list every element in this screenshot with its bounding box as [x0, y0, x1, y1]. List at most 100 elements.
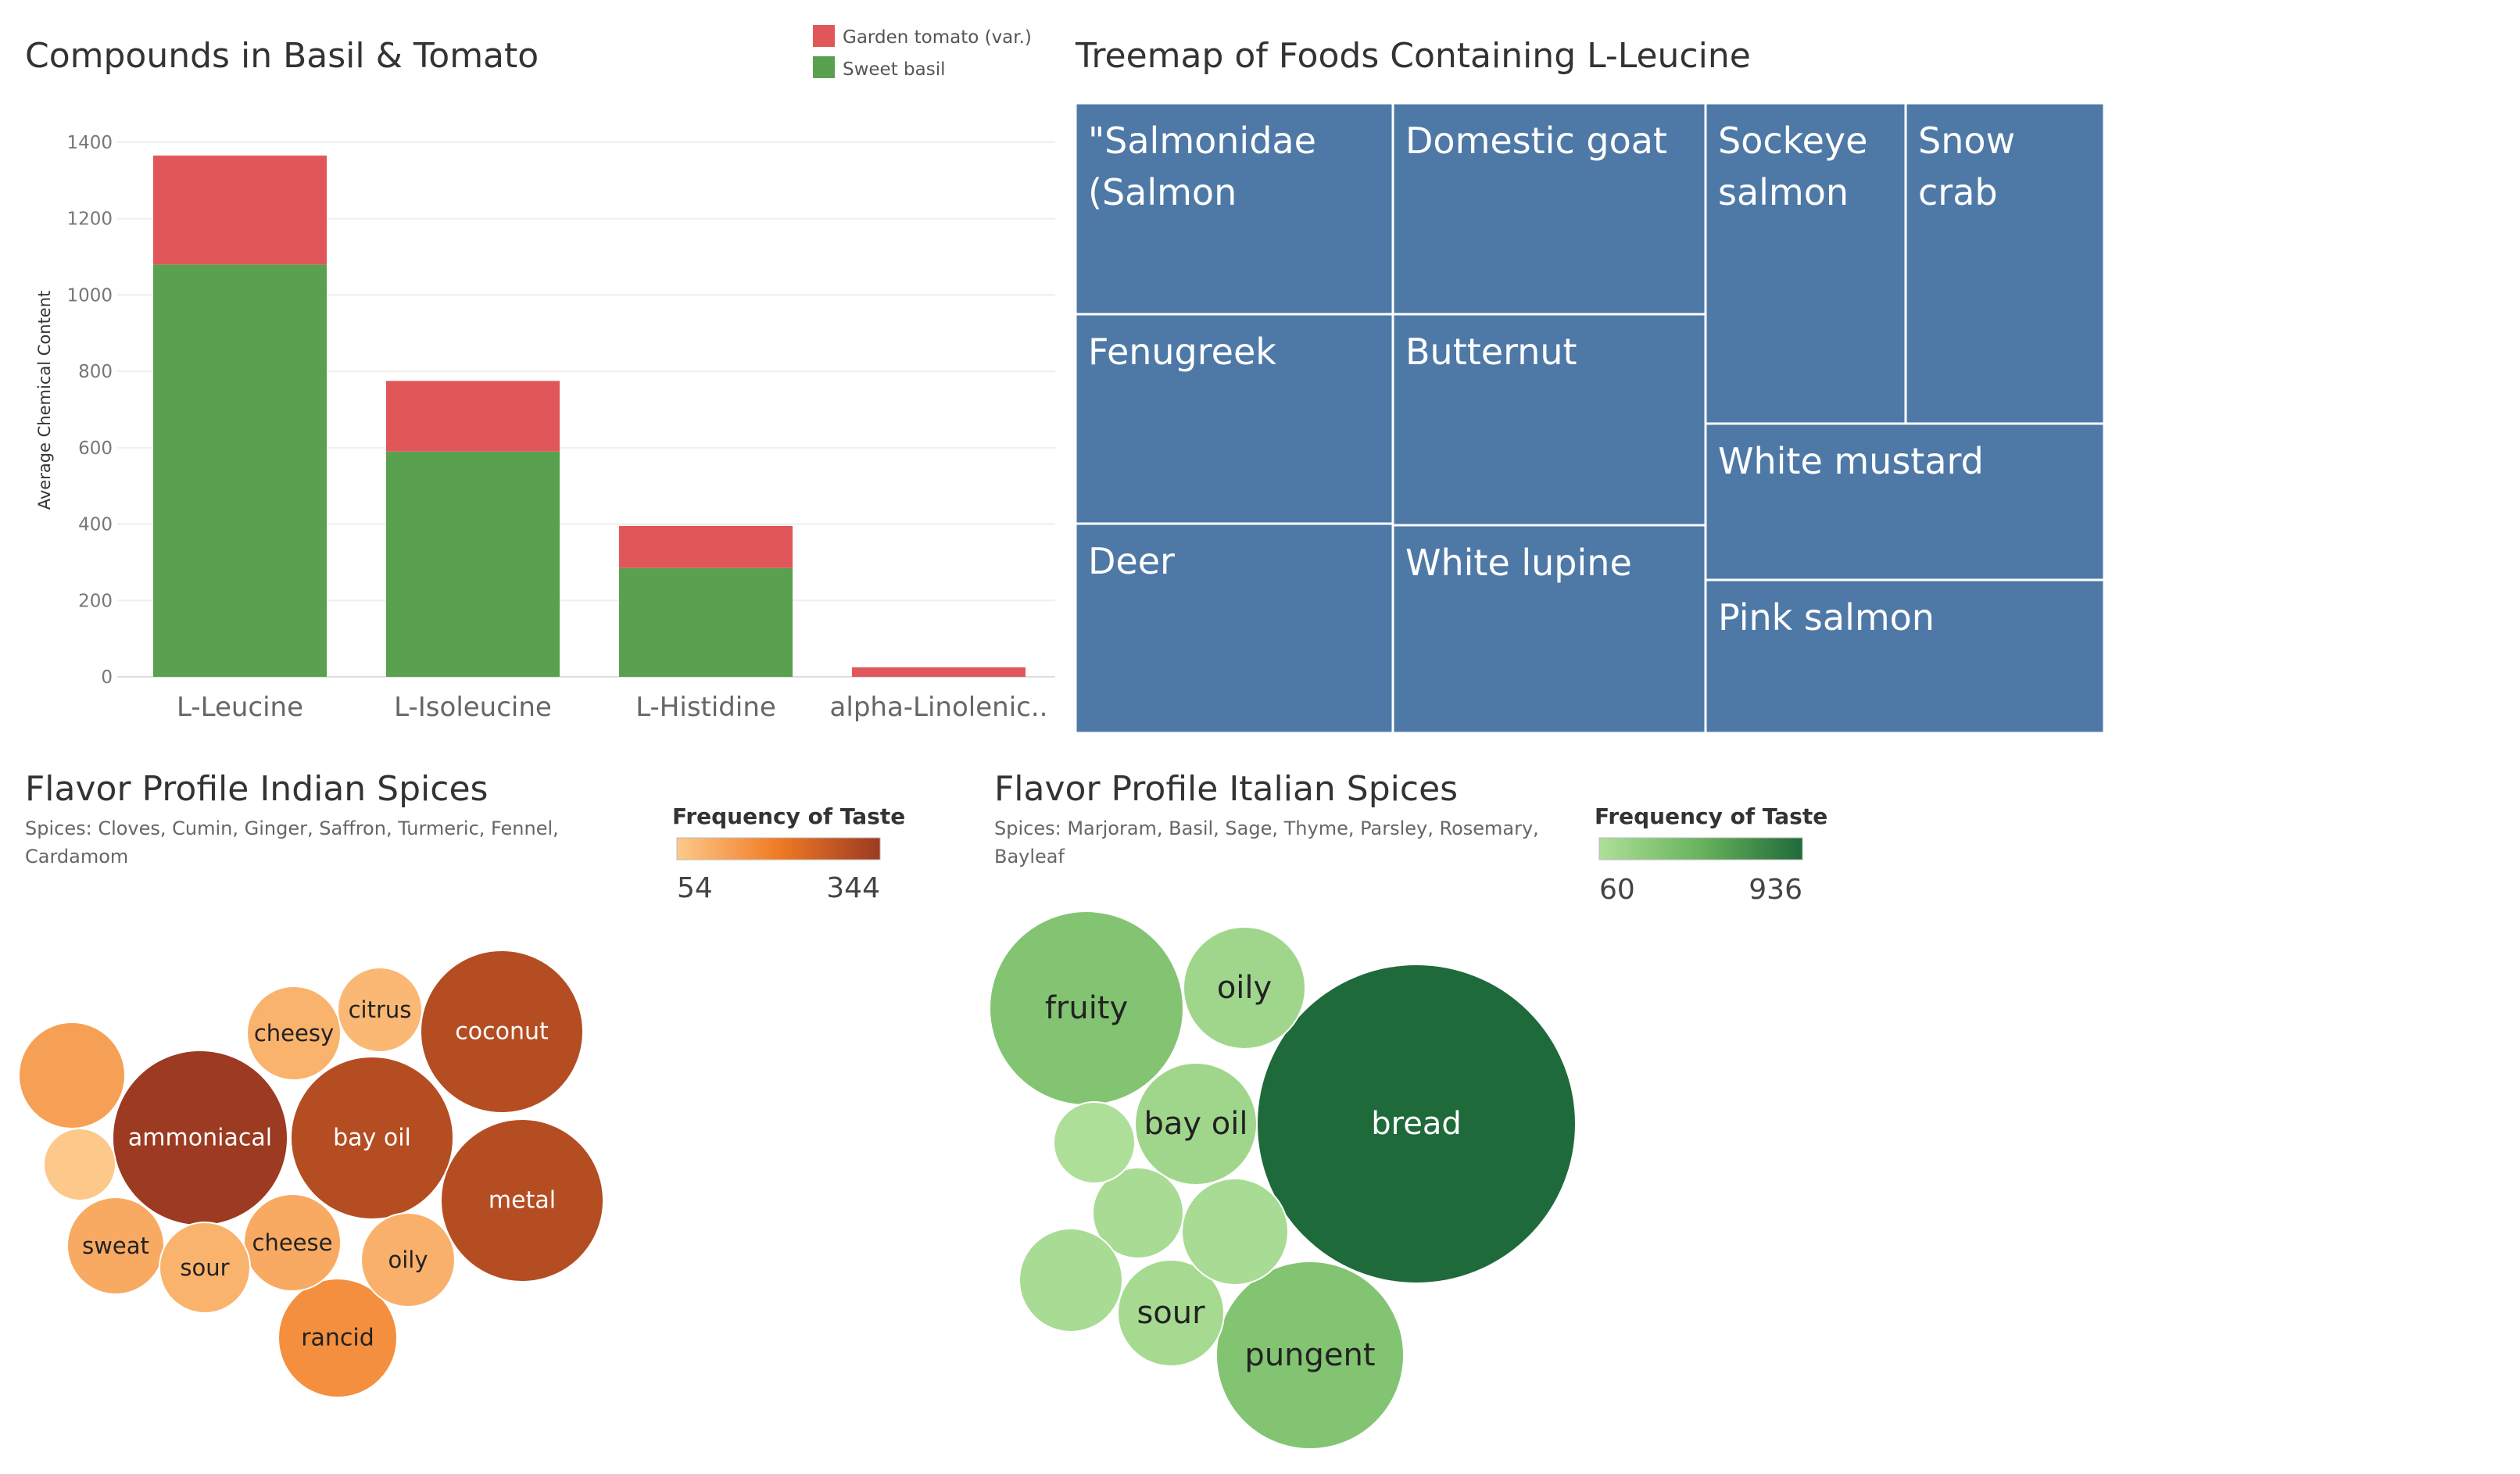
bubble-fruity[interactable]: fruity: [989, 911, 1184, 1106]
bubble-oily[interactable]: oily: [360, 1212, 456, 1308]
bubble-unlabeled[interactable]: [1018, 1228, 1123, 1333]
bubble-pungent[interactable]: pungent: [1215, 1261, 1405, 1450]
bubble-bay-oil[interactable]: bay oil: [1134, 1062, 1258, 1186]
bar-chart-legend: Garden tomato (var.) Sweet basil: [813, 25, 1032, 80]
y-tick-label: 1400: [66, 133, 113, 153]
bubble-unlabeled[interactable]: [18, 1021, 126, 1129]
legend-swatch-tomato: [813, 25, 835, 47]
treemap-panel: Treemap of Foods Containing L-Leucine "S…: [1074, 36, 2106, 735]
bar-alpha-linolenic-garden-tomato-var[interactable]: [852, 667, 1026, 677]
bubble-label: bay oil: [1144, 1106, 1248, 1142]
bar-l-isoleucine-sweet-basil[interactable]: [386, 451, 560, 677]
bubble-citrus[interactable]: citrus: [337, 967, 423, 1053]
treemap-cell-pink-salmon[interactable]: Pink salmon: [1704, 578, 2106, 735]
bubble-bay-oil[interactable]: bay oil: [290, 1056, 454, 1220]
bubble-circle[interactable]: [43, 1128, 116, 1201]
y-tick-label: 200: [78, 591, 113, 611]
x-category-label: alpha-Linolenic..: [830, 692, 1048, 723]
treemap-title: Treemap of Foods Containing L-Leucine: [1075, 36, 1751, 76]
treemap-cell-snow-crab[interactable]: Snow crab: [1904, 102, 2106, 425]
treemap-cell-label: White lupine: [1405, 542, 1632, 584]
bar-l-leucine-garden-tomato-var[interactable]: [153, 156, 327, 265]
bubble-circle[interactable]: [420, 950, 584, 1114]
treemap-cell-label: Fenugreek: [1088, 331, 1276, 373]
indian-bubbles: coconut ammoniacal metal bay oil rancid chees…: [18, 950, 604, 1398]
treemap-cell-rect[interactable]: [1704, 578, 2106, 735]
bubble-circle[interactable]: [1117, 1259, 1225, 1367]
treemap-cell-salmonidae-salmon[interactable]: "Salmonidae (Salmon: [1074, 102, 1394, 316]
bubble-unlabeled[interactable]: [1181, 1178, 1289, 1286]
bubble-circle[interactable]: [1092, 1167, 1184, 1259]
bubble-sour[interactable]: sour: [1117, 1259, 1225, 1367]
legend-swatch-basil: [813, 56, 835, 78]
treemap-cell-white-mustard[interactable]: White mustard: [1704, 422, 2106, 581]
bubble-circle[interactable]: [243, 1193, 342, 1292]
bubble-circle[interactable]: [1181, 1178, 1289, 1286]
italian-spices-panel: Flavor Profile Italian Spices Spices: Ma…: [989, 769, 1827, 1450]
bubble-bread[interactable]: bread: [1256, 964, 1577, 1284]
bubble-unlabeled[interactable]: [1092, 1167, 1184, 1259]
bubble-circle[interactable]: [290, 1056, 454, 1220]
treemap-cell-label: Domestic goat: [1405, 120, 1667, 162]
x-category-label: L-Leucine: [177, 692, 303, 723]
treemap-cell-white-lupine[interactable]: White lupine: [1391, 524, 1707, 735]
treemap-cell-sockeye-salmon[interactable]: Sockeye salmon: [1704, 102, 1907, 425]
treemap-cell-rect[interactable]: [1904, 102, 2106, 425]
bubble-circle[interactable]: [277, 1278, 398, 1398]
bar-l-isoleucine-garden-tomato-var[interactable]: [386, 381, 560, 452]
bubble-circle[interactable]: [18, 1021, 126, 1129]
bubble-oily[interactable]: oily: [1183, 926, 1306, 1050]
bubble-label: ammoniacal: [128, 1125, 272, 1152]
bubble-cheesy[interactable]: cheesy: [246, 986, 342, 1081]
bubble-circle[interactable]: [1183, 926, 1306, 1050]
italian-color-max: 936: [1749, 874, 1802, 906]
bar-chart-title: Compounds in Basil & Tomato: [25, 36, 539, 76]
indian-subtitle-line-2: Cardamom: [25, 846, 128, 868]
bubble-circle[interactable]: [440, 1118, 604, 1283]
treemap-cell-rect[interactable]: [1704, 422, 2106, 581]
bubble-circle[interactable]: [1215, 1261, 1405, 1450]
bar-l-histidine-garden-tomato-var[interactable]: [619, 526, 793, 568]
indian-color-ramp: [676, 837, 881, 860]
bubble-circle[interactable]: [337, 967, 423, 1053]
italian-subtitle-line-1: Spices: Marjoram, Basil, Sage, Thyme, Pa…: [994, 817, 1539, 839]
treemap-cell-rect[interactable]: [1074, 522, 1394, 735]
bubble-label: bay oil: [333, 1125, 411, 1152]
indian-color-max: 344: [826, 872, 880, 904]
treemap-cell-butternut[interactable]: Butternut: [1391, 313, 1707, 527]
bubble-circle[interactable]: [159, 1222, 251, 1314]
bubble-sour[interactable]: sour: [159, 1222, 251, 1314]
bubble-rancid[interactable]: rancid: [277, 1278, 398, 1398]
bubble-metal[interactable]: metal: [440, 1118, 604, 1283]
bubble-unlabeled[interactable]: [1053, 1101, 1136, 1184]
bubble-circle[interactable]: [66, 1197, 165, 1295]
bar-l-histidine-sweet-basil[interactable]: [619, 567, 793, 677]
legend-label-tomato: Garden tomato (var.): [843, 27, 1032, 48]
italian-color-legend: Frequency of Taste 60 936: [1595, 803, 1827, 906]
bubble-coconut[interactable]: coconut: [420, 950, 584, 1114]
treemap-cell-label: "Salmonidae: [1088, 120, 1316, 162]
bubble-cheese[interactable]: cheese: [243, 1193, 342, 1292]
treemap-cell-fenugreek[interactable]: Fenugreek: [1074, 313, 1394, 525]
treemap-cell-domestic-goat[interactable]: Domestic goat: [1391, 102, 1707, 316]
bubble-unlabeled[interactable]: [43, 1128, 116, 1201]
bar-l-leucine-sweet-basil[interactable]: [153, 264, 327, 677]
y-axis-ticks: 0 200 400 600 800 1000 1200 1400: [66, 133, 113, 688]
bubble-label: cheese: [252, 1229, 333, 1256]
bubble-circle[interactable]: [360, 1212, 456, 1308]
bubble-circle[interactable]: [1018, 1228, 1123, 1333]
italian-title: Flavor Profile Italian Spices: [994, 769, 1458, 809]
bubble-circle[interactable]: [1053, 1101, 1136, 1184]
bubble-label: rancid: [301, 1325, 374, 1352]
treemap-cell-rect[interactable]: [1391, 524, 1707, 735]
bubble-label: bread: [1371, 1106, 1461, 1142]
bubble-sweat[interactable]: sweat: [66, 1197, 165, 1295]
bubble-label: cheesy: [254, 1020, 334, 1046]
bubble-circle[interactable]: [246, 986, 342, 1081]
bubble-ammoniacal[interactable]: ammoniacal: [112, 1050, 288, 1226]
treemap-cell-rect[interactable]: [1704, 102, 1907, 425]
treemap-cell-deer[interactable]: Deer: [1074, 522, 1394, 735]
bubble-circle[interactable]: [1134, 1062, 1258, 1186]
treemap-cell-label: Deer: [1088, 540, 1175, 582]
